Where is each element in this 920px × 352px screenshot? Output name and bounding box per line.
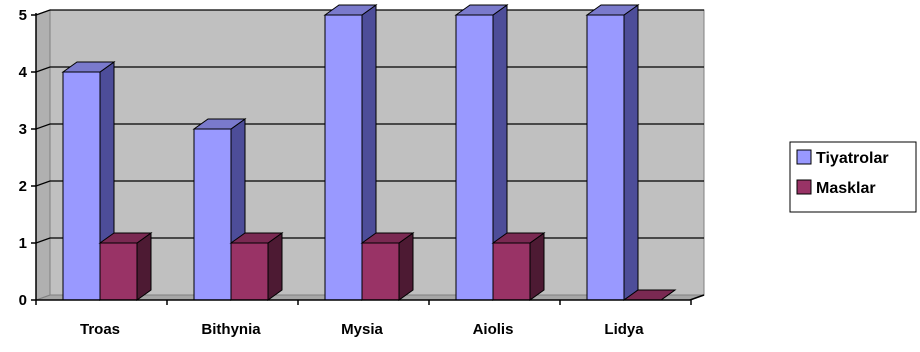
y-tick-label: 4 xyxy=(19,64,28,81)
bar-masklar-bithynia xyxy=(229,232,284,301)
bars xyxy=(61,4,677,301)
bar-front xyxy=(324,14,363,301)
bar-front xyxy=(455,14,494,301)
bar-masklar-aiolis xyxy=(491,232,546,301)
y-tick-label: 3 xyxy=(19,121,27,138)
bar-top xyxy=(98,232,153,244)
legend-label: Tiyatrolar xyxy=(816,150,889,167)
bar-top xyxy=(61,61,116,73)
x-tick-labels: Troas Bithynia Mysia Aiolis Lidya xyxy=(80,321,644,338)
legend-swatch xyxy=(796,179,812,195)
x-tick-label: Mysia xyxy=(341,321,383,338)
x-tick-label: Bithynia xyxy=(201,321,261,338)
bar-top xyxy=(192,118,247,130)
x-tick-label: Lidya xyxy=(604,321,644,338)
bar-front xyxy=(586,14,625,301)
bar-side xyxy=(267,232,283,301)
bar-masklar-troas xyxy=(98,232,153,301)
bar-tiyatrolar-mysia xyxy=(323,4,378,301)
bar-top xyxy=(454,4,509,16)
y-tick-label: 2 xyxy=(19,178,27,195)
y-tick-label: 0 xyxy=(19,292,27,309)
bar-front xyxy=(193,128,232,301)
bar-front xyxy=(492,242,531,301)
legend-label: Masklar xyxy=(816,180,876,197)
y-tick-label: 1 xyxy=(19,235,27,252)
legend: Tiyatrolar Masklar xyxy=(789,141,917,213)
y-tick-label: 5 xyxy=(19,7,27,24)
x-axis-depth xyxy=(689,294,705,301)
bar-masklar-mysia xyxy=(360,232,415,301)
bar-side xyxy=(136,232,152,301)
bar-front xyxy=(230,242,269,301)
bar-side xyxy=(529,232,545,301)
bar-tiyatrolar-lidya xyxy=(585,4,640,301)
x-tick-label: Troas xyxy=(80,321,120,338)
bar-top xyxy=(491,232,546,244)
x-tick-label: Aiolis xyxy=(473,321,514,338)
bar-side xyxy=(623,4,639,301)
bar-front xyxy=(62,71,101,301)
bar-front xyxy=(361,242,400,301)
bar-front xyxy=(99,242,138,301)
side-wall xyxy=(35,9,51,301)
axes xyxy=(31,13,705,305)
bar-top xyxy=(360,232,415,244)
bar-side xyxy=(398,232,414,301)
legend-swatch xyxy=(796,149,812,165)
bar-top xyxy=(323,4,378,16)
bar-top xyxy=(229,232,284,244)
bar-top xyxy=(585,4,640,16)
bar-tiyatrolar-aiolis xyxy=(454,4,509,301)
y-tick-labels: 0 1 2 3 4 5 xyxy=(19,7,28,309)
